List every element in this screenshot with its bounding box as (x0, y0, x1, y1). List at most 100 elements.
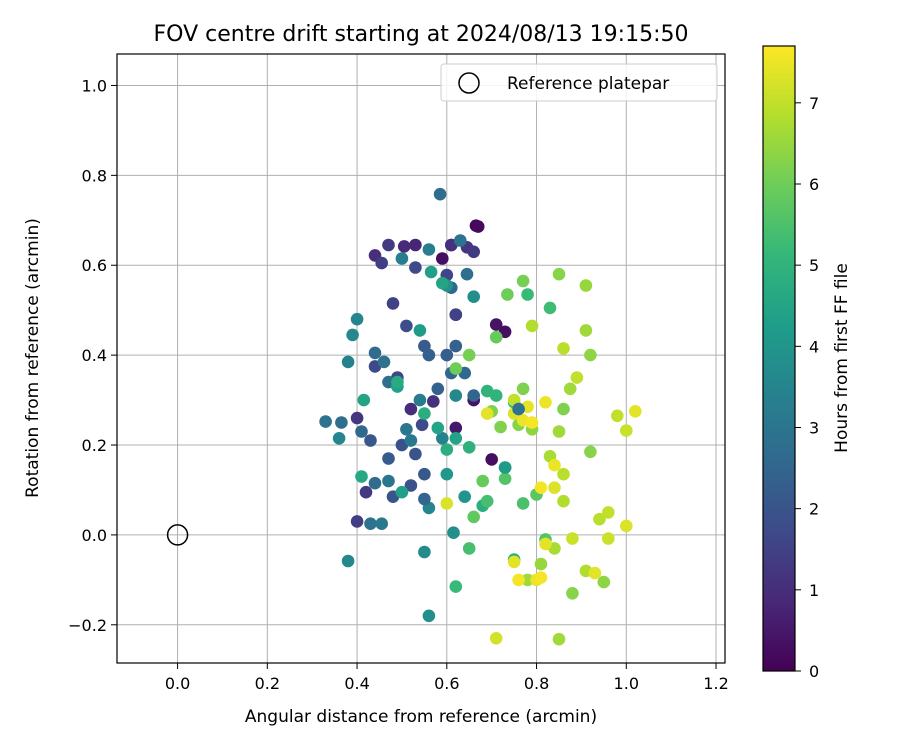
data-point (422, 348, 436, 362)
reference-platepar-marker (166, 524, 189, 546)
data-point (557, 402, 570, 416)
data-point (462, 441, 476, 454)
data-point (498, 472, 512, 486)
data-point (397, 240, 411, 253)
data-point (440, 443, 454, 456)
data-point (593, 512, 606, 526)
legend-marker-icon (458, 72, 480, 94)
data-point (341, 355, 355, 369)
data-point (534, 571, 548, 584)
data-point (467, 290, 481, 304)
legend: Reference platepar (440, 63, 718, 102)
data-point (440, 348, 454, 362)
data-point (620, 519, 633, 533)
y-tick-label: 0.6 (82, 256, 107, 275)
data-point (436, 276, 449, 290)
colorbar-tick-label: 6 (809, 175, 819, 194)
data-point (485, 453, 499, 466)
plot-frame (116, 53, 726, 664)
data-point (534, 557, 548, 571)
colorbar-tick-label: 1 (809, 581, 819, 600)
data-point (436, 252, 449, 265)
data-point (449, 362, 463, 375)
colorbar-strip (762, 45, 796, 672)
data-point (539, 396, 552, 409)
data-point (602, 506, 615, 519)
data-point (563, 382, 577, 396)
data-point (440, 467, 454, 481)
data-point (355, 470, 368, 483)
data-point (501, 288, 514, 301)
data-point (415, 418, 429, 432)
data-point (480, 407, 494, 420)
x-tick-label: 0.8 (524, 674, 549, 693)
data-point (359, 485, 373, 499)
data-point (521, 573, 534, 587)
data-point (375, 517, 389, 530)
data-point (489, 389, 503, 402)
data-point (489, 318, 503, 331)
x-axis-label: Angular distance from reference (arcmin) (245, 707, 597, 727)
data-point (350, 411, 364, 425)
data-point (557, 342, 570, 355)
data-point (404, 434, 418, 447)
data-point (584, 348, 597, 362)
data-point (418, 492, 431, 506)
colorbar-tick-label: 2 (809, 500, 819, 519)
data-point (512, 573, 525, 587)
data-point (460, 267, 474, 281)
data-point (357, 393, 371, 407)
data-point (548, 481, 561, 495)
data-point (629, 405, 642, 418)
data-point (570, 371, 584, 384)
data-point (375, 256, 389, 270)
data-point (454, 234, 467, 247)
data-point (597, 575, 611, 589)
data-point (467, 389, 481, 402)
chart-title: FOV centre drift starting at 2024/08/13 … (154, 22, 689, 47)
data-point (449, 339, 463, 353)
data-point (602, 532, 615, 545)
data-point (391, 375, 404, 389)
data-point (400, 319, 413, 333)
data-point (355, 425, 368, 438)
colorbar-ticks: 0 1 2 3 4 5 6 7 (795, 94, 819, 681)
data-point (440, 497, 454, 510)
data-point (539, 537, 552, 551)
data-point (543, 301, 557, 315)
data-point (364, 517, 377, 530)
legend-entry-reference: Reference platepar (507, 74, 669, 94)
data-point (422, 609, 436, 623)
data-point (433, 187, 447, 201)
data-point (418, 545, 431, 559)
data-point (449, 308, 463, 322)
data-point (525, 416, 539, 429)
plot-background (117, 54, 725, 663)
x-tick-label: 0.0 (165, 674, 190, 693)
y-tick-label: 0.4 (82, 346, 107, 365)
data-point (413, 324, 427, 337)
data-point (409, 447, 422, 461)
legend-box (440, 63, 718, 102)
data-point (489, 632, 503, 645)
data-point (382, 238, 395, 252)
data-point (449, 421, 463, 435)
data-point (476, 474, 490, 488)
data-point (552, 632, 566, 646)
data-point (427, 395, 440, 408)
x-tick-label: 0.6 (434, 674, 459, 693)
data-point (467, 510, 481, 524)
data-point (382, 452, 395, 465)
data-point (395, 485, 409, 499)
data-point (471, 220, 485, 233)
data-point (413, 393, 427, 407)
data-point (386, 297, 400, 310)
data-point (449, 580, 463, 593)
x-tick-label: 0.4 (344, 674, 369, 693)
colorbar-tick-label: 5 (809, 256, 819, 275)
data-point (431, 421, 445, 435)
data-point (489, 330, 503, 344)
data-point (350, 312, 364, 326)
data-point (467, 245, 481, 259)
data-point (521, 288, 534, 301)
